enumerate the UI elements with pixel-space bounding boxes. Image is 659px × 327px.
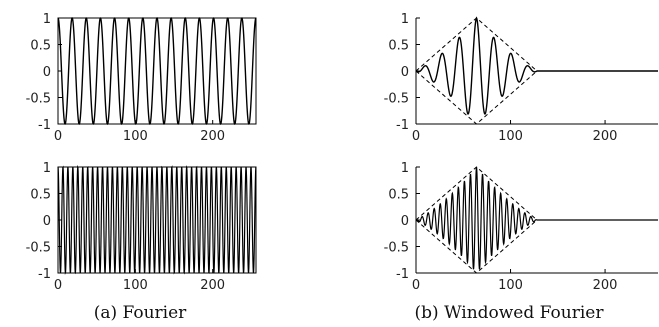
plot-3: 10.50-0.5-10 100 200 [384,12,658,144]
plot-3-envelope-upper [415,17,538,72]
plot-2-y-tick-label: 0 [43,214,51,229]
plot-4-x-tick-label: 100 [498,278,523,293]
plot-2-y-tick-label: -0.5 [26,241,51,256]
plot-3-x-tick-label: 0 [412,129,420,144]
plot-4-y-tick-label: 0 [401,214,409,229]
plot-1: 10.50-0.5-10 100 200 [26,12,257,144]
plot-2-signal-line [57,164,257,275]
plot-1-y-tick-label: -1 [38,118,51,133]
plot-1-x-tick-label: 0 [54,129,62,144]
plot-1-y-tick-label: 0 [43,65,51,80]
plot-3-y-tick-label: 0.5 [388,39,409,54]
plot-4: 10.50-0.5-10 100 200 [384,161,658,293]
plot-3-y-tick-label: 1 [401,12,409,27]
plot-3-y-tick-label: -1 [396,118,409,133]
plot-3-x-tick-label: 100 [498,129,523,144]
plot-2-y-tick-label: 1 [43,161,51,176]
plot-2-x-tick-label: 100 [123,278,148,293]
plot-4-y-tick-label: 1 [401,161,409,176]
plot-1-y-tick-label: 0.5 [30,39,51,54]
plot-1-y-tick-label: 1 [43,12,51,27]
plot-4-envelope-upper [415,166,538,221]
plot-3-y-tick-label: 0 [401,65,409,80]
plot-2: 10.50-0.5-10 100 200 [26,161,257,293]
plot-1-y-tick-label: -0.5 [26,92,51,107]
caption-fourier: (a) Fourier [94,303,187,323]
plot-2-y-tick-label: -1 [38,267,51,282]
plot-3-envelope-lower [415,70,538,125]
plot-2-y-tick-label: 0.5 [30,188,51,203]
caption-windowed-fourier: (b) Windowed Fourier [415,303,605,323]
plot-4-envelope-lower [415,219,538,274]
plot-4-x-tick-label: 0 [412,278,420,293]
plot-2-x-tick-label: 200 [200,278,225,293]
plot-4-signal-line [415,166,658,270]
plot-2-x-tick-label: 0 [54,278,62,293]
plot-3-x-tick-label: 200 [593,129,618,144]
plot-4-y-tick-label: -1 [396,267,409,282]
plot-4-x-tick-label: 200 [593,278,618,293]
plot-1-x-tick-label: 100 [123,129,148,144]
plot-1-x-tick-label: 200 [200,129,225,144]
plot-4-y-tick-label: 0.5 [388,188,409,203]
plot-1-signal-line [57,17,257,126]
plot-3-y-tick-label: -0.5 [384,92,409,107]
plot-3-signal-line [415,16,658,115]
plot-4-y-tick-label: -0.5 [384,241,409,256]
